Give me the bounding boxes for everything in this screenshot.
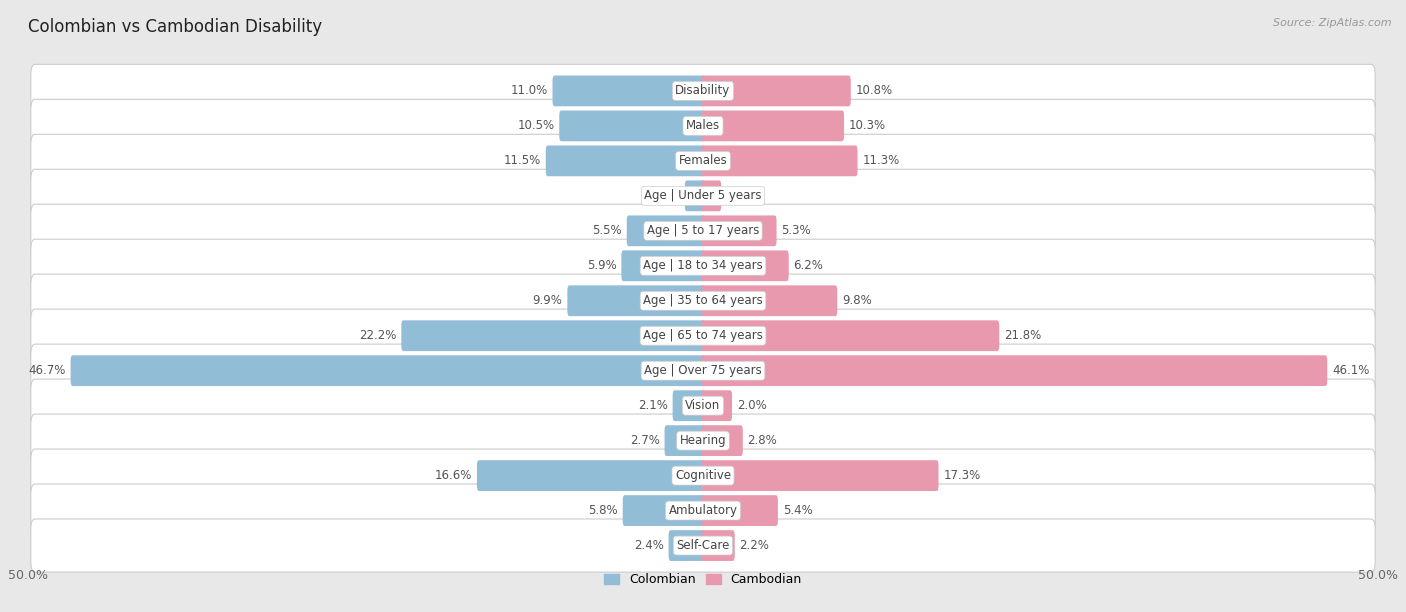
FancyBboxPatch shape [31, 64, 1375, 118]
FancyBboxPatch shape [702, 425, 742, 456]
FancyBboxPatch shape [685, 181, 704, 211]
FancyBboxPatch shape [669, 530, 704, 561]
FancyBboxPatch shape [553, 75, 704, 106]
Text: 22.2%: 22.2% [359, 329, 396, 342]
FancyBboxPatch shape [31, 414, 1375, 467]
Text: Age | 65 to 74 years: Age | 65 to 74 years [643, 329, 763, 342]
FancyBboxPatch shape [665, 425, 704, 456]
Text: Age | 5 to 17 years: Age | 5 to 17 years [647, 225, 759, 237]
Text: Hearing: Hearing [679, 434, 727, 447]
Text: Vision: Vision [685, 399, 721, 412]
Legend: Colombian, Cambodian: Colombian, Cambodian [599, 568, 807, 591]
Text: 2.0%: 2.0% [737, 399, 766, 412]
Text: Age | Under 5 years: Age | Under 5 years [644, 189, 762, 203]
Text: 10.8%: 10.8% [855, 84, 893, 97]
Text: 21.8%: 21.8% [1004, 329, 1042, 342]
FancyBboxPatch shape [702, 460, 939, 491]
FancyBboxPatch shape [31, 519, 1375, 572]
FancyBboxPatch shape [627, 215, 704, 246]
FancyBboxPatch shape [702, 181, 721, 211]
Text: 2.8%: 2.8% [748, 434, 778, 447]
Text: 9.9%: 9.9% [533, 294, 562, 307]
FancyBboxPatch shape [702, 320, 1000, 351]
Text: Age | 35 to 64 years: Age | 35 to 64 years [643, 294, 763, 307]
FancyBboxPatch shape [702, 530, 735, 561]
FancyBboxPatch shape [702, 146, 858, 176]
FancyBboxPatch shape [623, 495, 704, 526]
Text: 9.8%: 9.8% [842, 294, 872, 307]
Text: Cognitive: Cognitive [675, 469, 731, 482]
Text: 46.7%: 46.7% [28, 364, 66, 377]
FancyBboxPatch shape [702, 495, 778, 526]
Text: 10.5%: 10.5% [517, 119, 554, 132]
FancyBboxPatch shape [31, 134, 1375, 187]
FancyBboxPatch shape [31, 484, 1375, 537]
FancyBboxPatch shape [702, 390, 733, 421]
Text: Age | Over 75 years: Age | Over 75 years [644, 364, 762, 377]
Text: Males: Males [686, 119, 720, 132]
FancyBboxPatch shape [31, 344, 1375, 397]
FancyBboxPatch shape [621, 250, 704, 281]
Text: 11.0%: 11.0% [510, 84, 548, 97]
FancyBboxPatch shape [702, 215, 776, 246]
Text: 2.4%: 2.4% [634, 539, 664, 552]
Text: 1.2%: 1.2% [650, 189, 681, 203]
Text: 5.9%: 5.9% [586, 259, 617, 272]
Text: 2.2%: 2.2% [740, 539, 769, 552]
Text: 2.7%: 2.7% [630, 434, 659, 447]
FancyBboxPatch shape [702, 250, 789, 281]
Text: Age | 18 to 34 years: Age | 18 to 34 years [643, 259, 763, 272]
Text: 6.2%: 6.2% [793, 259, 824, 272]
FancyBboxPatch shape [31, 274, 1375, 327]
Text: 1.2%: 1.2% [725, 189, 756, 203]
Text: 11.5%: 11.5% [503, 154, 541, 167]
Text: 2.1%: 2.1% [638, 399, 668, 412]
FancyBboxPatch shape [546, 146, 704, 176]
Text: 5.8%: 5.8% [588, 504, 619, 517]
FancyBboxPatch shape [31, 99, 1375, 152]
Text: Colombian vs Cambodian Disability: Colombian vs Cambodian Disability [28, 18, 322, 36]
Text: 5.5%: 5.5% [592, 225, 621, 237]
FancyBboxPatch shape [31, 204, 1375, 258]
Text: Source: ZipAtlas.com: Source: ZipAtlas.com [1274, 18, 1392, 28]
FancyBboxPatch shape [560, 111, 704, 141]
Text: 17.3%: 17.3% [943, 469, 980, 482]
FancyBboxPatch shape [702, 75, 851, 106]
Text: Females: Females [679, 154, 727, 167]
Text: 16.6%: 16.6% [434, 469, 472, 482]
FancyBboxPatch shape [401, 320, 704, 351]
FancyBboxPatch shape [702, 285, 838, 316]
FancyBboxPatch shape [31, 170, 1375, 222]
FancyBboxPatch shape [477, 460, 704, 491]
Text: 11.3%: 11.3% [862, 154, 900, 167]
Text: Disability: Disability [675, 84, 731, 97]
Text: 10.3%: 10.3% [849, 119, 886, 132]
Text: 5.4%: 5.4% [783, 504, 813, 517]
FancyBboxPatch shape [568, 285, 704, 316]
Text: Self-Care: Self-Care [676, 539, 730, 552]
Text: 46.1%: 46.1% [1331, 364, 1369, 377]
FancyBboxPatch shape [31, 239, 1375, 293]
FancyBboxPatch shape [702, 356, 1327, 386]
FancyBboxPatch shape [672, 390, 704, 421]
Text: 5.3%: 5.3% [782, 225, 811, 237]
FancyBboxPatch shape [31, 379, 1375, 432]
FancyBboxPatch shape [70, 356, 704, 386]
FancyBboxPatch shape [31, 449, 1375, 502]
FancyBboxPatch shape [702, 111, 844, 141]
Text: Ambulatory: Ambulatory [668, 504, 738, 517]
FancyBboxPatch shape [31, 309, 1375, 362]
